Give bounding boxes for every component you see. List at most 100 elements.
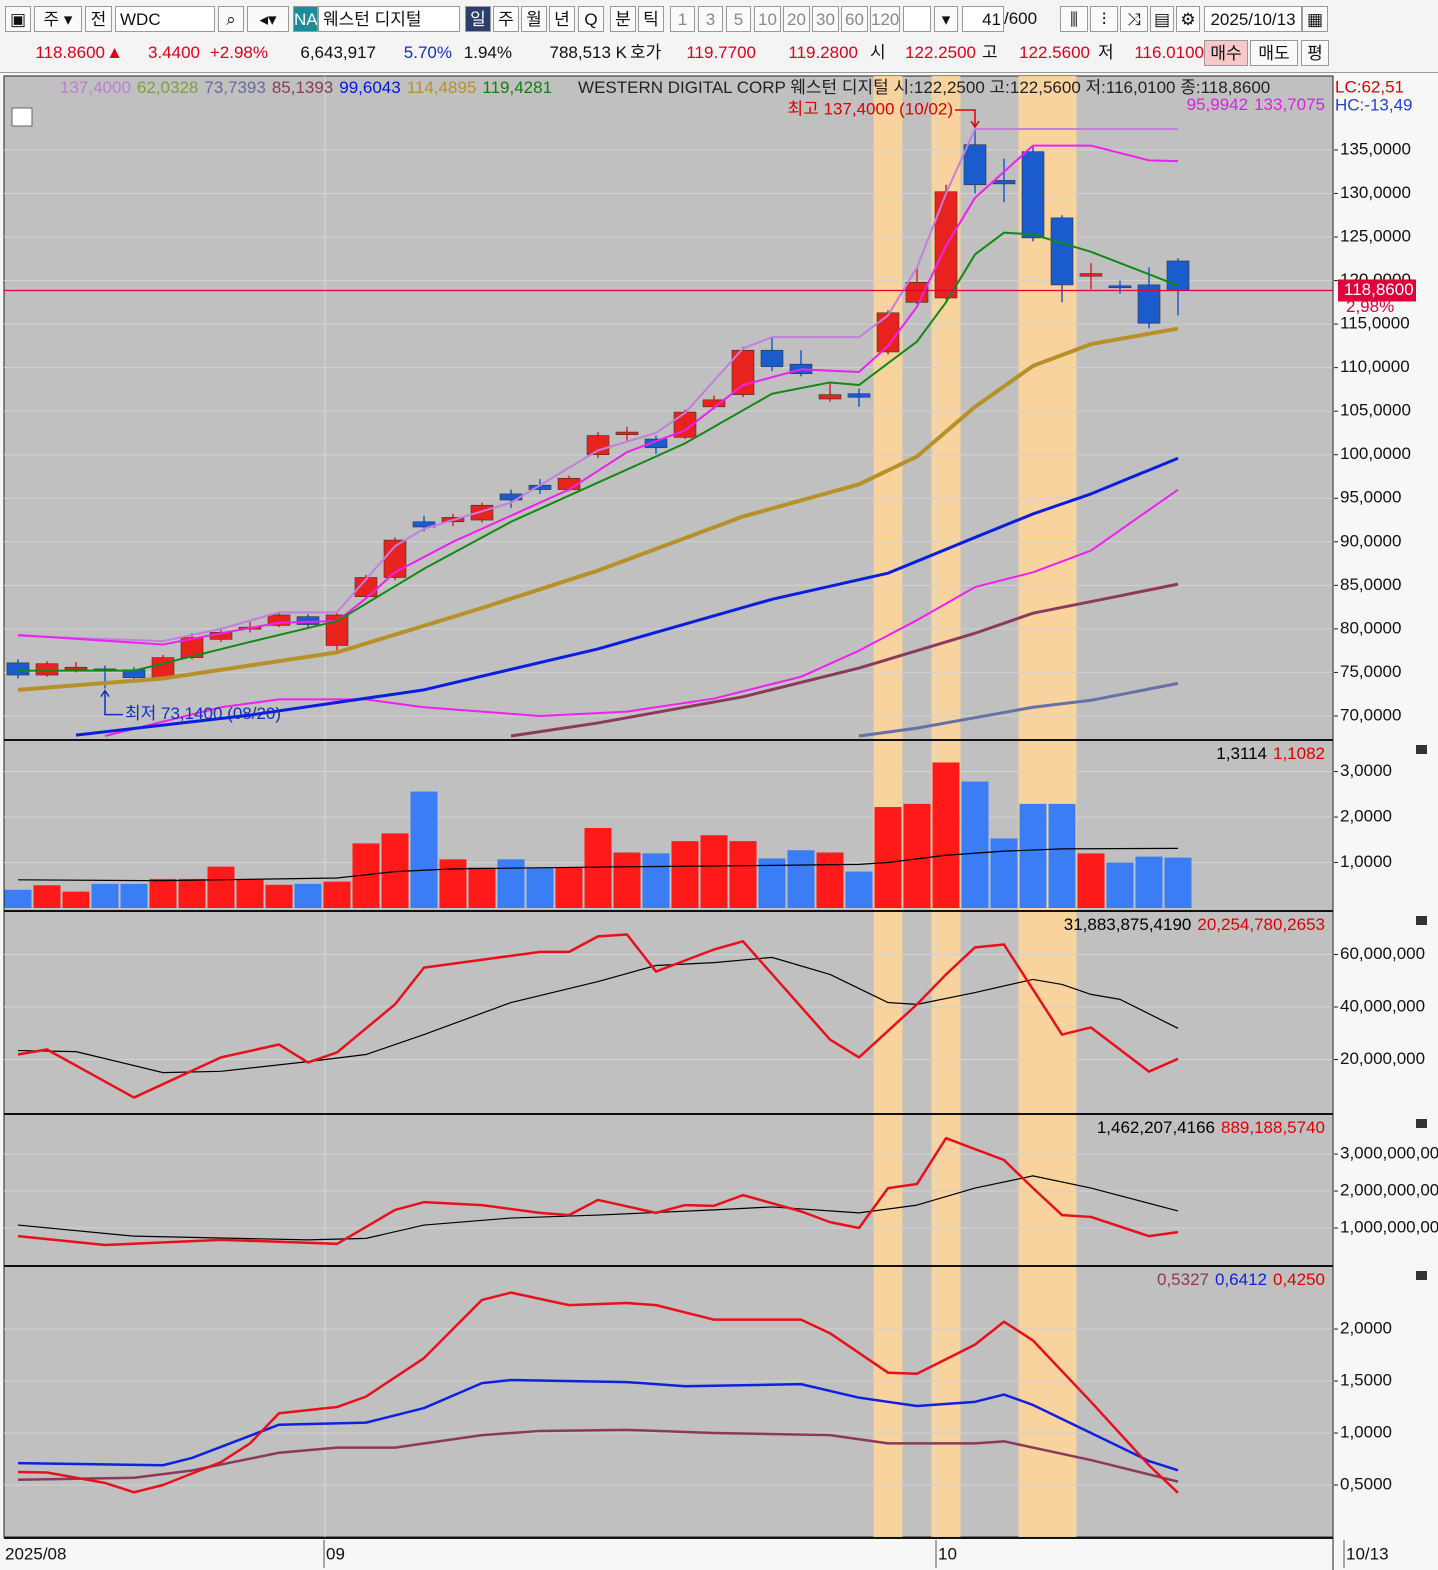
title: WESTERN DIGITAL CORP 웨스턴 디지털 시:122,2500 … — [578, 78, 1270, 97]
interval-button[interactable]: 20 — [783, 6, 810, 32]
volume-bar — [468, 867, 496, 908]
legend-value: 0,5327 — [1157, 1270, 1209, 1289]
volume-bar — [555, 867, 583, 908]
indicator-line — [17, 144, 1179, 646]
x-axis-label: 10/13 — [1346, 1544, 1389, 1563]
y-tick-label: 1,0000 — [1340, 1423, 1392, 1442]
menu-icon[interactable] — [11, 107, 33, 127]
interval-button[interactable]: 120 — [870, 6, 900, 32]
calendar-button[interactable]: ▦ — [1302, 6, 1328, 32]
interval-button[interactable]: 10 — [754, 6, 781, 32]
panel-close-icon[interactable] — [1416, 916, 1427, 925]
panel-close-icon[interactable] — [1416, 745, 1427, 754]
tool-button[interactable]: ⫼ — [1060, 6, 1088, 32]
legend: 1,462,207,4166 889,188,5740 — [1097, 1118, 1325, 1137]
price: 118.8600 — [35, 43, 105, 62]
period-button[interactable]: 월 — [521, 6, 547, 32]
candle-body — [35, 663, 59, 676]
legend-value: 1,1082 — [1273, 744, 1325, 763]
volume-bar — [1077, 853, 1105, 908]
period-button[interactable]: 분 — [610, 6, 636, 32]
period-button[interactable]: 틱 — [638, 6, 664, 32]
count-input[interactable]: 41 — [962, 6, 1004, 32]
interval-button[interactable]: 5 — [726, 6, 751, 32]
panel-close-icon[interactable] — [1416, 1119, 1427, 1128]
candle-body — [760, 349, 784, 368]
date-input[interactable]: 2025/10/13 — [1204, 6, 1302, 32]
candle-body — [180, 637, 204, 658]
indicator-line — [17, 1175, 1179, 1241]
axis-layer: 70,0000 75,0000 80,0000 85,0000 90,0000 95,00… — [1334, 139, 1438, 1493]
candle-body — [1137, 284, 1161, 324]
market-select[interactable]: 주 ▾ — [34, 6, 82, 32]
name-input[interactable]: 웨스턴 디지털 — [318, 6, 460, 32]
period-button[interactable]: 년 — [549, 6, 575, 32]
volume-bar — [294, 883, 322, 908]
candle-body — [267, 614, 291, 626]
period-button[interactable]: 일 — [465, 6, 491, 32]
volume-bar — [1048, 803, 1076, 908]
indicator-line — [17, 1291, 1179, 1494]
y-tick-label: 105,0000 — [1340, 401, 1411, 420]
x-axis-label: 10 — [938, 1544, 957, 1563]
y-tick-label: 110,0000 — [1340, 357, 1410, 376]
settings-button[interactable]: ⚙ — [1176, 6, 1200, 32]
y-tick-label: 1,000,000,0000 — [1340, 1218, 1438, 1237]
side-label: HC:-13,49 — [1335, 95, 1412, 114]
y-tick-label: 20,000,000 — [1340, 1049, 1425, 1068]
indicator-line — [17, 1136, 1179, 1247]
icon-button[interactable]: ▣ — [5, 6, 31, 32]
period-button[interactable]: 주 — [493, 6, 519, 32]
candle-body — [644, 438, 668, 449]
candle-body — [296, 616, 320, 625]
blank-input[interactable] — [903, 6, 931, 32]
count-max: /600 — [1004, 9, 1038, 28]
volume-bar — [323, 881, 351, 908]
period-button[interactable]: Q — [578, 6, 604, 32]
interval-button[interactable]: 3 — [698, 6, 723, 32]
sell-button[interactable]: 매도 — [1250, 40, 1298, 66]
x-axis-label: 09 — [326, 1544, 345, 1563]
volume-bar — [33, 885, 61, 908]
y-tick-label: 3,000,000,0000 — [1340, 1144, 1438, 1163]
legend: 137,4000 62,0328 73,7393 85,1393 99,6043 114,… — [60, 78, 1270, 97]
panel-close-icon[interactable] — [1416, 1271, 1427, 1280]
highlight-band — [873, 76, 903, 1537]
tool-button[interactable]: ⫶ — [1090, 6, 1118, 32]
indicator-line — [17, 326, 1179, 692]
legend-value: 20,254,780,2653 — [1197, 915, 1325, 934]
candle-body — [615, 431, 639, 435]
buy-button[interactable]: 매수 — [1204, 40, 1248, 66]
indicator-line — [17, 128, 1178, 643]
exchange-badge: NA — [293, 6, 318, 32]
dropdown[interactable]: ▾ — [934, 6, 958, 32]
legend-value: 0,6412 — [1215, 1270, 1267, 1289]
y-tick-label: 40,000,000 — [1340, 996, 1425, 1015]
kind-button[interactable]: 전 — [85, 6, 112, 32]
volume-bar — [207, 866, 235, 908]
y-tick-label: 75,0000 — [1340, 662, 1401, 681]
legend-value: 1,462,207,4166 — [1097, 1118, 1215, 1137]
tool-button[interactable]: ⤨ — [1120, 6, 1148, 32]
indicator-line — [18, 231, 1179, 672]
save-button[interactable]: ▤ — [1150, 6, 1174, 32]
band-value: 133,7075 — [1254, 95, 1325, 114]
indicator-line — [17, 1378, 1179, 1472]
volume-bar — [91, 883, 119, 908]
interval-button[interactable]: 30 — [812, 6, 839, 32]
volume-bar — [671, 841, 699, 908]
interval-button[interactable]: 60 — [841, 6, 868, 32]
interval-button[interactable]: 1 — [670, 6, 695, 32]
volume-bar — [729, 841, 757, 908]
symbol-input[interactable]: WDC — [115, 6, 215, 32]
legend-value: 31,883,875,4190 — [1064, 915, 1192, 934]
sound-button[interactable]: ◂▾ — [247, 6, 289, 32]
high-label: 고 — [982, 43, 998, 62]
plot-area — [3, 75, 1334, 1538]
legend-value: 889,188,5740 — [1221, 1118, 1325, 1137]
x-axis-label: 2025/08 — [5, 1544, 66, 1563]
volume-bar — [149, 878, 177, 908]
search-button[interactable]: ⌕ — [218, 6, 244, 32]
avg-button[interactable]: 평 — [1301, 40, 1329, 66]
